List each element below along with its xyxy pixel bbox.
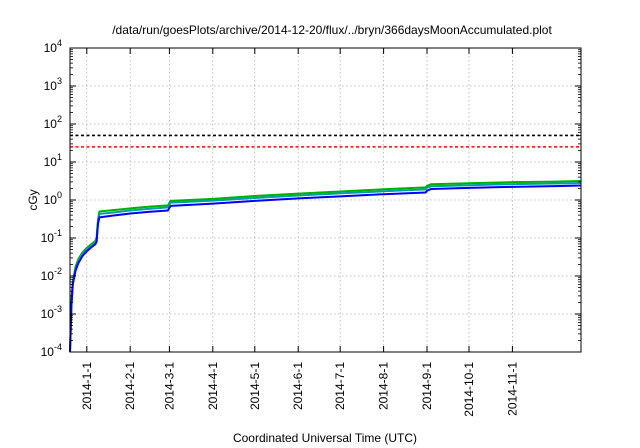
- y-tick-label: 10-1: [41, 228, 62, 245]
- y-tick-label: 101: [44, 152, 62, 169]
- x-tick-label: 2014-6-1: [291, 362, 305, 410]
- x-tick-label: 2014-10-1: [462, 362, 476, 417]
- y-tick-label: 102: [44, 114, 62, 131]
- series-line: [69, 184, 582, 353]
- x-axis-label: Coordinated Universal Time (UTC): [233, 431, 417, 445]
- y-tick-label: 103: [44, 76, 62, 93]
- y-tick-label: 10-4: [41, 342, 62, 359]
- series-line: [69, 182, 582, 353]
- x-tick-label: 2014-3-1: [162, 362, 176, 410]
- y-axis-label: cGy: [26, 189, 40, 210]
- series-layer: [69, 180, 582, 353]
- x-tick-label: 2014-9-1: [420, 362, 434, 410]
- x-tick-label: 2014-1-1: [80, 362, 94, 410]
- x-tick-label: 2014-8-1: [377, 362, 391, 410]
- x-tick-label: 2014-4-1: [206, 362, 220, 410]
- x-tick-label: 2014-5-1: [248, 362, 262, 410]
- y-tick-label: 10-2: [41, 266, 62, 283]
- series-line: [69, 180, 582, 353]
- reference-lines: [70, 134, 581, 148]
- y-tick-label: 10-3: [41, 304, 62, 321]
- y-tick-label: 104: [44, 38, 62, 55]
- grid-layer: [70, 48, 581, 352]
- x-axis: 2014-1-1 2014-2-1 2014-3-1 2014-4-1 2014-5-1…: [80, 48, 519, 417]
- chart-title: /data/run/goesPlots/archive/2014-12-20/f…: [112, 23, 552, 37]
- y-tick-label: 100: [44, 190, 62, 207]
- x-tick-label: 2014-11-1: [505, 362, 519, 416]
- x-tick-label: 2014-2-1: [123, 362, 137, 410]
- y-axis: 10-4 10-3 10-2 10-1 100 101 102 103 104: [41, 38, 581, 359]
- x-tick-label: 2014-7-1: [333, 362, 347, 410]
